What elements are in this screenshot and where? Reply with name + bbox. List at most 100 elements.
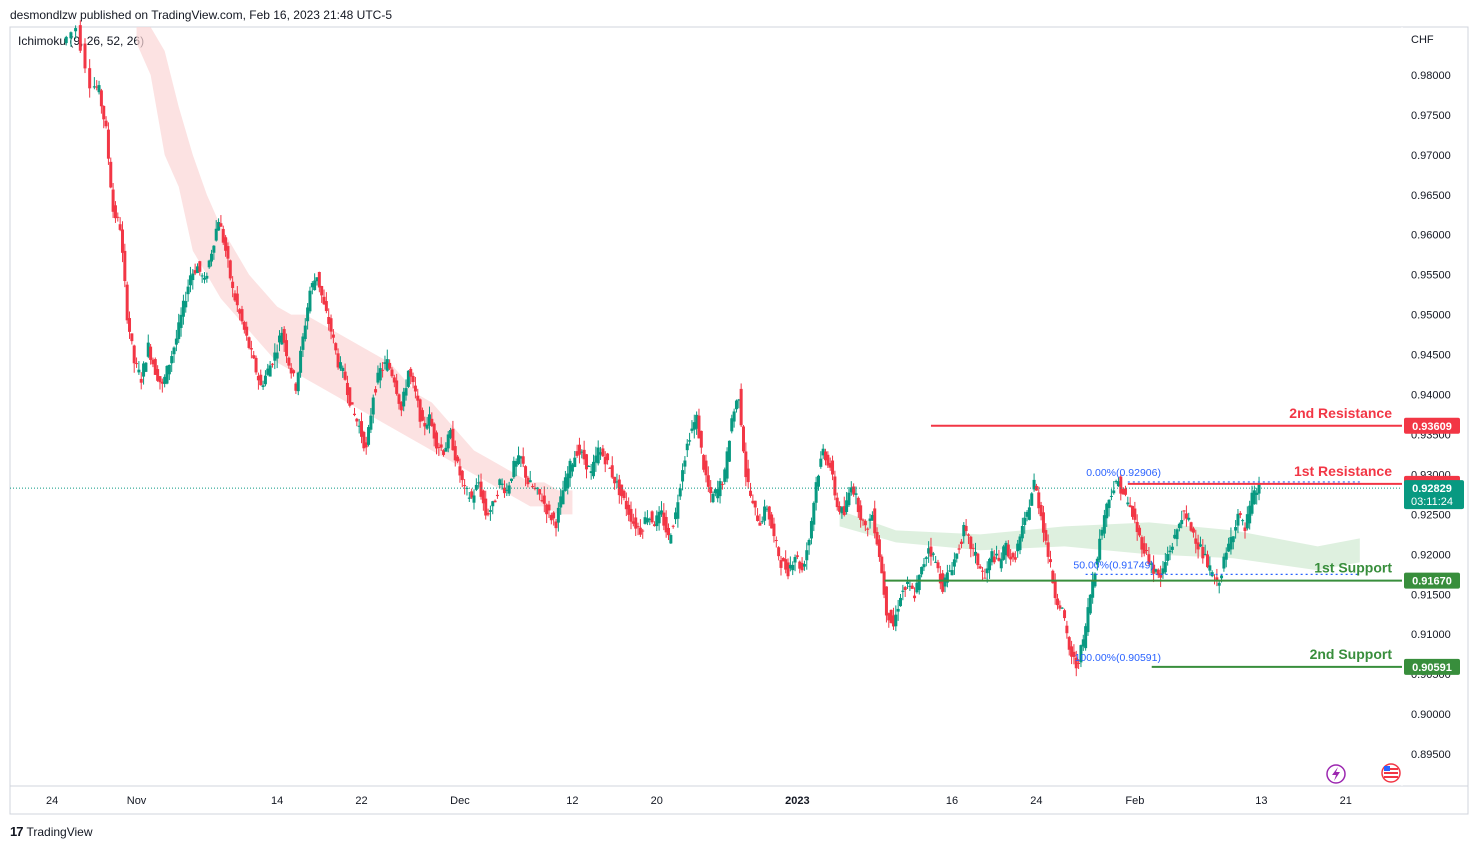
candle-body	[601, 448, 605, 457]
candle-body	[226, 246, 230, 259]
tradingview-logo[interactable]: 17 TradingView	[10, 824, 93, 839]
candle-body	[198, 261, 202, 272]
candle-body	[179, 314, 183, 328]
candle-body	[1105, 503, 1109, 519]
candle-body	[852, 486, 856, 495]
time-tick: Dec	[450, 795, 470, 807]
candle-body	[181, 300, 185, 317]
candle-body	[435, 432, 439, 449]
candle-body	[671, 525, 675, 527]
price-axis: 0.98000 0.97500 0.97000 0.96500 0.96000 0.955…	[1411, 70, 1451, 761]
level-price-tag	[1404, 658, 1460, 675]
candle-body	[896, 608, 900, 612]
candle-body	[1091, 580, 1095, 598]
candle-body	[870, 514, 874, 521]
candle-body	[1070, 646, 1074, 657]
candle-body	[240, 309, 244, 322]
candle-body	[563, 477, 567, 491]
candle-body	[1020, 525, 1024, 539]
candle-body	[282, 329, 286, 343]
level-price-tag-text: 0.90591	[1412, 662, 1452, 674]
cloud-bearish	[136, 27, 573, 515]
current-price-tag	[1404, 480, 1464, 510]
candle-body	[788, 564, 792, 569]
candle-body	[256, 375, 260, 381]
candle-body	[470, 491, 474, 498]
candle-body	[784, 559, 788, 570]
candle-body	[713, 489, 717, 494]
candle-body	[519, 456, 523, 459]
candle-body	[573, 457, 577, 467]
candle-body	[1107, 499, 1111, 509]
candle-body	[667, 527, 671, 536]
candle-body	[1037, 492, 1041, 509]
candle-body	[659, 510, 663, 515]
levels: 0.00%(0.92906) 50.00%(0.91749) 100.00%(0.9…	[10, 405, 1402, 668]
candle-body	[1191, 528, 1195, 533]
candle-body	[1109, 495, 1113, 497]
candle-body	[263, 375, 267, 385]
candle-body	[749, 490, 753, 496]
candle-body	[613, 476, 617, 484]
candle-body	[210, 253, 214, 262]
candle-body	[706, 475, 710, 487]
candle-body	[430, 418, 434, 427]
fib-label: 0.00%(0.92906)	[1086, 467, 1161, 479]
fib-label: 100.00%(0.90591)	[1075, 652, 1161, 664]
candle-body	[741, 426, 745, 452]
countdown-text: 03:11:24	[1411, 496, 1453, 508]
candle-body	[643, 517, 647, 524]
candle-body	[1056, 598, 1060, 606]
candle-body	[1072, 651, 1076, 657]
candle-body	[1128, 505, 1132, 508]
candle-body	[575, 451, 579, 456]
level-price-tag	[1404, 417, 1460, 434]
candle-body	[481, 490, 485, 504]
candle-body	[1095, 558, 1099, 565]
candle-body	[1220, 575, 1224, 579]
candle-body	[135, 363, 139, 365]
candle-body	[1133, 508, 1137, 520]
candle-body	[599, 452, 603, 455]
candle-body	[931, 553, 935, 555]
candle-body	[992, 556, 996, 563]
time-tick: 12	[566, 795, 578, 807]
candle-body	[765, 508, 769, 510]
candle-body	[416, 395, 420, 401]
time-tick: 21	[1340, 795, 1352, 807]
candle-body	[367, 427, 371, 445]
candle-body	[102, 106, 106, 120]
candle-body	[411, 375, 415, 383]
flag-us-icon[interactable]	[1381, 763, 1401, 783]
candle-body	[903, 587, 907, 591]
candle-body	[880, 556, 884, 574]
candle-body	[899, 597, 903, 607]
publish-header: desmondlzw published on TradingView.com,…	[10, 8, 393, 22]
candle-body	[1077, 662, 1081, 664]
candle-body	[831, 460, 835, 475]
candle-body	[517, 455, 521, 465]
candle-body	[950, 570, 954, 576]
candle-body	[1257, 484, 1261, 494]
candle-body	[973, 551, 977, 556]
candle-body	[955, 553, 959, 559]
candle-body	[174, 338, 178, 345]
candle-body	[772, 523, 776, 537]
candle-body	[1016, 543, 1020, 552]
candle-body	[350, 402, 354, 405]
candle-body	[901, 590, 905, 592]
candle-body	[1051, 570, 1055, 584]
candle-body	[193, 270, 197, 274]
candle-body	[964, 525, 968, 532]
candle-body	[1182, 510, 1186, 512]
candle-body	[1053, 581, 1057, 599]
candle-body	[556, 507, 560, 523]
candle-body	[648, 518, 652, 521]
candle-body	[922, 564, 926, 568]
candle-body	[104, 120, 108, 127]
candle-body	[88, 68, 92, 89]
candle-body	[882, 571, 886, 595]
candle-body	[132, 345, 136, 364]
flash-icon[interactable]	[1326, 764, 1346, 784]
